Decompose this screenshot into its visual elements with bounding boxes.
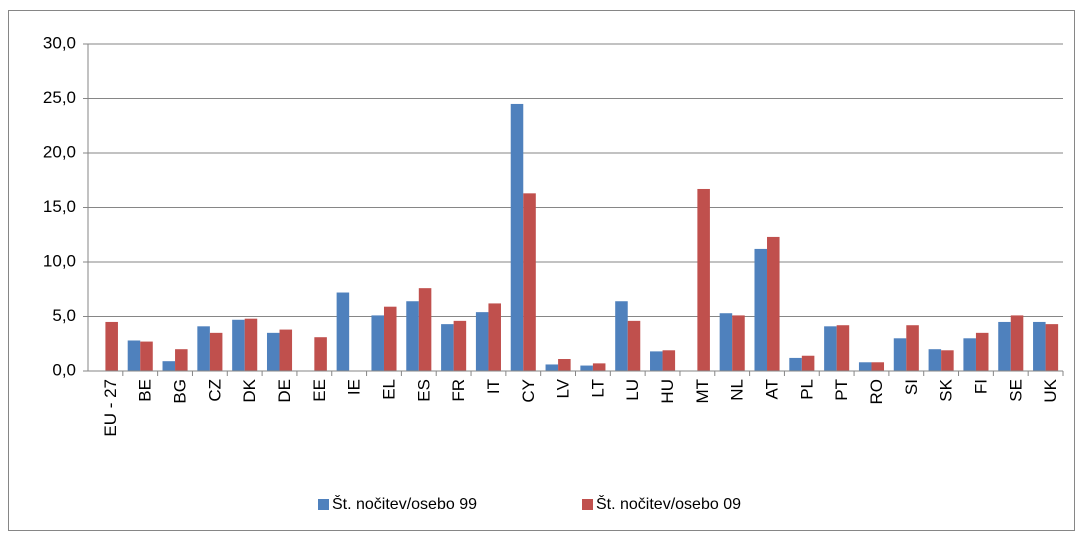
x-tick-label: EL bbox=[379, 379, 398, 400]
bar bbox=[314, 337, 327, 371]
bar bbox=[1033, 321, 1046, 371]
bar bbox=[767, 236, 780, 371]
bar bbox=[197, 326, 210, 371]
bar bbox=[662, 350, 676, 371]
bar bbox=[279, 329, 293, 371]
bar bbox=[928, 349, 942, 371]
x-tick-label: SK bbox=[937, 378, 956, 401]
x-tick-label: RO bbox=[867, 379, 886, 405]
bar bbox=[906, 325, 919, 371]
legend-swatch bbox=[582, 499, 593, 510]
x-tick-label: SI bbox=[902, 379, 921, 395]
bar bbox=[824, 326, 837, 371]
x-tick-label: BG bbox=[171, 379, 190, 404]
x-tick-label: NL bbox=[728, 379, 747, 401]
bar bbox=[266, 332, 280, 371]
bar bbox=[441, 324, 454, 371]
y-tick-label: 10,0 bbox=[43, 251, 76, 270]
bar bbox=[244, 318, 258, 371]
bar bbox=[510, 103, 524, 371]
legend-label: Št. nočitev/osebo 99 bbox=[332, 494, 477, 513]
x-tick-label: EE bbox=[310, 379, 329, 402]
x-tick-label: DK bbox=[240, 378, 259, 402]
bar bbox=[232, 319, 245, 371]
x-tick-label: PL bbox=[797, 379, 816, 400]
bar bbox=[105, 321, 118, 371]
x-tick-label: FI bbox=[971, 379, 990, 394]
legend-label: Št. nočitev/osebo 09 bbox=[596, 494, 741, 513]
bar bbox=[975, 332, 989, 371]
x-tick-label: LU bbox=[623, 379, 642, 401]
y-tick-label: 25,0 bbox=[43, 88, 76, 107]
y-tick-label: 15,0 bbox=[43, 197, 76, 216]
bar bbox=[963, 338, 976, 371]
bar bbox=[871, 362, 885, 371]
bar bbox=[558, 359, 571, 371]
x-tick-label: BE bbox=[136, 379, 155, 402]
x-tick-label: ES bbox=[414, 379, 433, 402]
bar bbox=[1010, 315, 1024, 371]
bar bbox=[453, 320, 467, 371]
x-tick-label: SE bbox=[1006, 379, 1025, 402]
x-tick-label: CZ bbox=[205, 379, 224, 402]
bar bbox=[893, 338, 907, 371]
bar bbox=[998, 321, 1011, 371]
x-tick-label: CY bbox=[519, 379, 538, 403]
bar bbox=[475, 312, 489, 371]
y-tick-label: 20,0 bbox=[43, 142, 76, 161]
bar bbox=[418, 288, 432, 371]
bar bbox=[719, 313, 733, 371]
bar bbox=[523, 193, 536, 371]
bar bbox=[754, 248, 768, 371]
bar bbox=[1045, 324, 1059, 371]
x-tick-label: EU - 27 bbox=[101, 379, 120, 437]
x-tick-label: MT bbox=[693, 379, 712, 404]
y-tick-label: 0,0 bbox=[52, 360, 76, 379]
legend-swatch bbox=[318, 499, 329, 510]
x-tick-label: LV bbox=[554, 378, 573, 398]
bar bbox=[545, 364, 559, 371]
bar bbox=[127, 340, 141, 371]
bar bbox=[801, 355, 815, 371]
bar bbox=[406, 301, 419, 371]
x-tick-label: PT bbox=[832, 379, 851, 401]
bar bbox=[336, 292, 350, 371]
x-tick-label: HU bbox=[658, 379, 677, 404]
bar bbox=[836, 325, 850, 371]
bar bbox=[162, 361, 176, 371]
chart-border bbox=[8, 10, 1075, 531]
bar bbox=[209, 332, 223, 371]
x-tick-label: IE bbox=[345, 379, 364, 395]
x-tick-label: AT bbox=[763, 379, 782, 399]
bar bbox=[858, 362, 872, 371]
bar bbox=[615, 301, 628, 371]
x-tick-label: IT bbox=[484, 379, 503, 394]
y-tick-label: 5,0 bbox=[52, 306, 76, 325]
x-tick-label: LT bbox=[588, 379, 607, 398]
bar bbox=[140, 341, 153, 371]
x-tick-label: DE bbox=[275, 379, 294, 403]
bar bbox=[383, 306, 397, 371]
bar bbox=[732, 315, 745, 371]
bar bbox=[941, 350, 954, 371]
bar bbox=[789, 357, 802, 371]
bar bbox=[592, 363, 606, 371]
bar bbox=[650, 351, 663, 371]
bar bbox=[580, 365, 593, 371]
bar bbox=[697, 188, 710, 371]
x-tick-label: FR bbox=[449, 379, 468, 402]
bar bbox=[175, 349, 188, 371]
x-tick-label: UK bbox=[1041, 378, 1060, 402]
bar bbox=[371, 315, 384, 371]
y-tick-label: 30,0 bbox=[43, 33, 76, 52]
bar bbox=[488, 303, 501, 371]
bar bbox=[627, 320, 641, 371]
